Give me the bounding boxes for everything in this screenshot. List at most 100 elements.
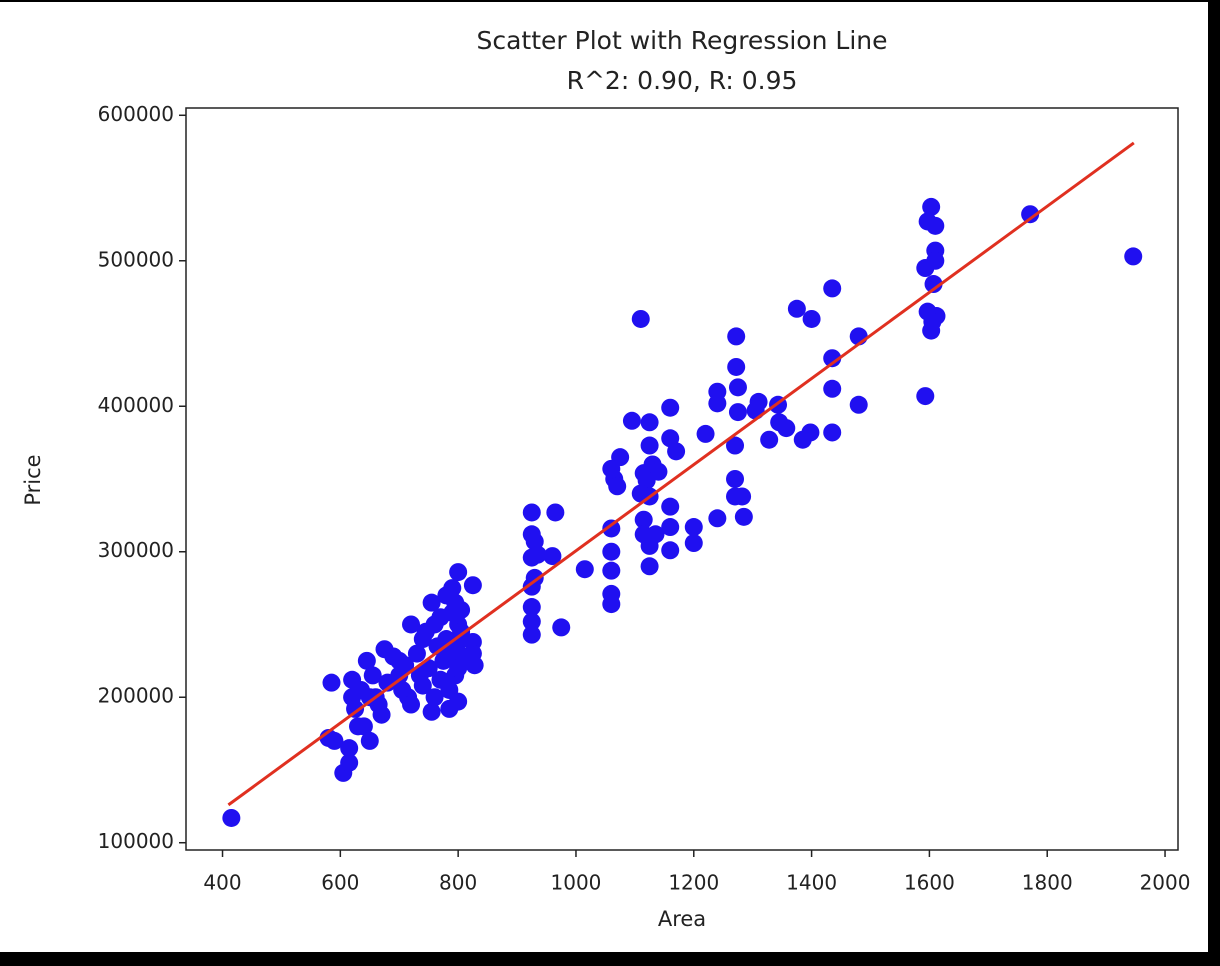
- point: [634, 510, 653, 529]
- point: [823, 349, 842, 368]
- point: [1124, 247, 1143, 266]
- x-tick-label: 1800: [1022, 871, 1073, 895]
- point: [640, 436, 659, 455]
- point: [407, 644, 426, 663]
- point: [390, 651, 409, 670]
- point: [346, 699, 365, 718]
- plot-frame: [185, 107, 1179, 851]
- point: [728, 403, 747, 422]
- point: [661, 497, 680, 516]
- point: [425, 615, 444, 634]
- point: [802, 309, 821, 328]
- point: [413, 676, 432, 695]
- x-tick-label: 600: [321, 871, 359, 895]
- chart-title: Scatter Plot with Regression Line: [477, 26, 888, 55]
- point: [708, 509, 727, 528]
- point: [849, 395, 868, 414]
- point: [463, 576, 482, 595]
- point: [787, 299, 806, 318]
- point: [372, 705, 391, 724]
- point: [340, 753, 359, 772]
- point: [425, 688, 444, 707]
- point: [449, 692, 468, 711]
- point: [452, 600, 471, 619]
- point: [1021, 205, 1040, 224]
- chart-subtitle: R^2: 0.90, R: 0.95: [567, 66, 798, 95]
- point: [640, 536, 659, 555]
- x-tick-label: 1600: [904, 871, 955, 895]
- point: [449, 563, 468, 582]
- point: [727, 327, 746, 346]
- chart: Scatter Plot with Regression Line R^2: 0…: [21, 26, 1191, 931]
- point: [325, 731, 344, 750]
- x-tick-label: 1200: [668, 871, 719, 895]
- point: [661, 541, 680, 560]
- point: [522, 503, 541, 522]
- point: [522, 598, 541, 617]
- point: [661, 398, 680, 417]
- point: [622, 411, 641, 430]
- x-tick-label: 1400: [786, 871, 837, 895]
- regression-line: [227, 141, 1135, 807]
- point: [728, 378, 747, 397]
- point: [823, 379, 842, 398]
- point: [922, 197, 941, 216]
- point: [419, 659, 438, 678]
- point: [684, 534, 703, 553]
- point: [916, 259, 935, 278]
- point: [360, 688, 379, 707]
- point: [760, 430, 779, 449]
- point: [770, 413, 789, 432]
- x-axis-label: Area: [658, 907, 706, 931]
- point: [349, 717, 368, 736]
- y-tick-label: 400000: [98, 393, 174, 417]
- point: [926, 216, 945, 235]
- y-tick-label: 300000: [98, 538, 174, 562]
- point: [684, 518, 703, 537]
- point: [708, 394, 727, 413]
- point: [363, 666, 382, 685]
- point: [360, 731, 379, 750]
- point: [222, 808, 241, 827]
- point: [922, 321, 941, 340]
- point: [522, 625, 541, 644]
- point: [552, 618, 571, 637]
- point: [465, 656, 484, 675]
- frame: Scatter Plot with Regression Line R^2: 0…: [0, 2, 1208, 952]
- point: [340, 739, 359, 758]
- point: [602, 595, 621, 614]
- point: [575, 560, 594, 579]
- point: [823, 423, 842, 442]
- point: [608, 477, 627, 496]
- x-tick-label: 400: [203, 871, 241, 895]
- point: [801, 423, 820, 442]
- point: [727, 357, 746, 376]
- point: [640, 413, 659, 432]
- point: [422, 702, 441, 721]
- point: [402, 615, 421, 634]
- point: [413, 630, 432, 649]
- point: [916, 387, 935, 406]
- point: [924, 275, 943, 294]
- point: [602, 542, 621, 561]
- x-tick-label: 800: [439, 871, 477, 895]
- point: [422, 593, 441, 612]
- point: [631, 309, 650, 328]
- point: [733, 487, 752, 506]
- point: [696, 424, 715, 443]
- x-tick-label: 2000: [1140, 871, 1191, 895]
- y-tick-label: 600000: [98, 102, 174, 126]
- y-tick-label: 100000: [98, 829, 174, 853]
- point: [357, 651, 376, 670]
- point: [823, 279, 842, 298]
- point: [322, 673, 341, 692]
- y-tick-label: 200000: [98, 684, 174, 708]
- point: [667, 442, 686, 461]
- point: [528, 545, 547, 564]
- point: [522, 612, 541, 631]
- point: [726, 436, 745, 455]
- point: [602, 519, 621, 538]
- point: [602, 561, 621, 580]
- y-tick-label: 500000: [98, 247, 174, 271]
